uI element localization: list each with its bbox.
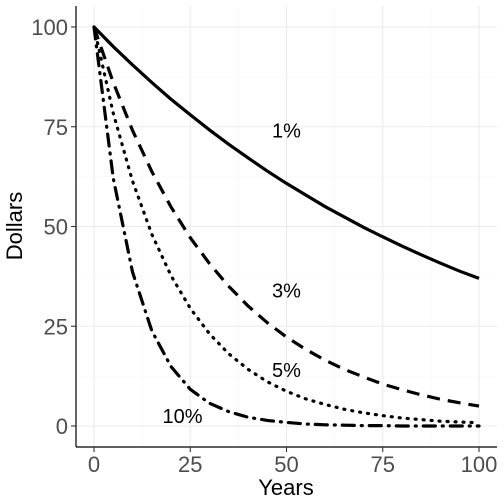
rate-label: 10% [163,406,203,428]
annotations: 1% 3% 5% 10% [163,121,302,428]
rate-label: 5% [272,360,301,382]
x-tick-label: 100 [461,452,498,477]
y-tick-label: 0 [56,414,68,439]
tick-labels: 0 25 50 75 100 0 25 50 75 100 [31,15,497,477]
x-axis-title: Years [258,475,313,500]
series-line-10pct [92,25,481,428]
rate-label: 1% [272,121,301,143]
x-tick-label: 75 [371,452,395,477]
y-tick-label: 75 [44,115,68,140]
y-tick-label: 50 [44,215,68,240]
y-tick-label: 100 [31,15,68,40]
series-layer [92,25,481,428]
y-axis-title: Dollars [2,192,27,260]
series-line-1pct [92,25,480,280]
y-tick-label: 25 [44,314,68,339]
series-line-5pct [92,25,481,425]
rate-label: 3% [272,280,301,302]
x-tick-label: 50 [274,452,298,477]
x-tick-label: 0 [88,452,100,477]
x-tick-label: 25 [178,452,202,477]
series-line-3pct [92,26,480,408]
